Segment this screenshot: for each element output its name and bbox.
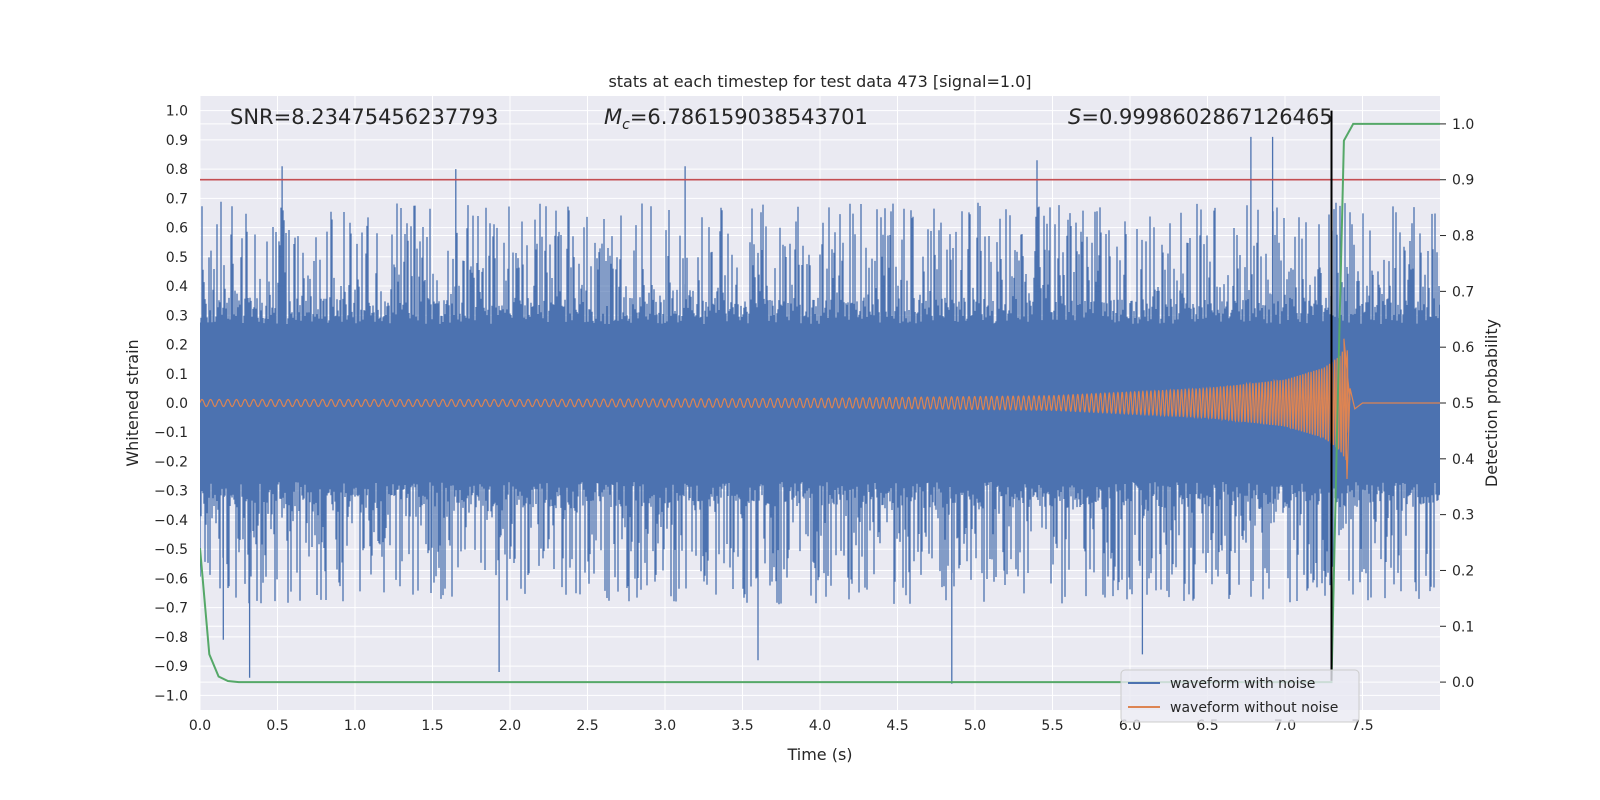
- x-tick-label: 0.5: [266, 718, 288, 734]
- y-tick-label: 0.1: [166, 367, 188, 383]
- y2-tick-label: 0.6: [1452, 340, 1474, 356]
- y2-axis-label: Detection probability: [1482, 319, 1501, 487]
- y2-tick-label: 0.2: [1452, 563, 1474, 579]
- x-tick-label: 4.5: [886, 718, 908, 734]
- y-tick-label: 0.0: [166, 396, 188, 412]
- y-tick-label: −0.8: [154, 630, 188, 646]
- x-tick-label: 1.5: [421, 718, 443, 734]
- y-axis-label: Whitened strain: [123, 339, 142, 466]
- legend-box: [1120, 669, 1360, 723]
- legend-label-clean: waveform without noise: [1170, 700, 1338, 716]
- y-tick-label: −0.9: [154, 659, 188, 675]
- y-tick-label: −0.1: [154, 425, 188, 441]
- y-tick-label: −0.3: [154, 484, 188, 500]
- y-tick-label: 0.4: [166, 279, 188, 295]
- y2-tick-label: 0.9: [1452, 173, 1474, 189]
- x-tick-label: 4.0: [809, 718, 831, 734]
- y2-tick-label: 1.0: [1452, 117, 1474, 133]
- y-tick-label: 0.6: [166, 221, 188, 237]
- chirp-mass-subscript: c: [622, 117, 630, 133]
- y-tick-label: −0.4: [154, 513, 188, 529]
- y2-tick-label: 0.0: [1452, 675, 1474, 691]
- x-tick-label: 5.0: [964, 718, 986, 734]
- y-tick-label: −1.0: [154, 688, 188, 704]
- ticks: 0.0 0.5 1.0 1.5 2.0 2.5 3.0 3.5 4.0 4.5 5.0 5.5 6.0 6…: [154, 104, 1474, 734]
- legend: waveform with noise waveform without noi…: [1120, 669, 1360, 723]
- x-tick-label: 2.0: [499, 718, 521, 734]
- series-detection-probability: [200, 122, 1440, 684]
- y2-tick-label: 0.7: [1452, 284, 1474, 300]
- y2-tick-label: 0.1: [1452, 619, 1474, 635]
- series-waveform-with-noise: [200, 136, 1440, 684]
- chart-title: stats at each timestep for test data 473…: [608, 72, 1031, 91]
- snr-annotation: SNR=8.23475456237793: [230, 105, 498, 129]
- y2-tick-label: 0.4: [1452, 452, 1474, 468]
- y-tick-label: 0.7: [166, 191, 188, 207]
- y-tick-label: 0.5: [166, 250, 188, 266]
- y-tick-label: −0.7: [154, 601, 188, 617]
- x-tick-label: 0.0: [189, 718, 211, 734]
- score-value: =0.9998602867126465: [1081, 105, 1332, 129]
- y-tick-label: 0.8: [166, 162, 188, 178]
- y2-tick-label: 0.5: [1452, 396, 1474, 412]
- series-layer: [200, 110, 1440, 684]
- series-waveform-without-noise: [200, 338, 1440, 480]
- y-tick-label: 0.2: [166, 338, 188, 354]
- x-tick-label: 3.0: [654, 718, 676, 734]
- legend-label-noise: waveform with noise: [1170, 676, 1315, 692]
- x-tick-label: 3.5: [731, 718, 753, 734]
- y2-tick-label: 0.3: [1452, 508, 1474, 524]
- x-tick-label: 5.5: [1041, 718, 1063, 734]
- y-tick-label: 0.3: [166, 308, 188, 324]
- y-tick-label: 1.0: [166, 104, 188, 120]
- x-tick-label: 1.0: [344, 718, 366, 734]
- y-tick-label: −0.5: [154, 542, 188, 558]
- chirp-mass-value: =6.786159038543701: [630, 105, 868, 129]
- x-axis-label: Time (s): [786, 745, 852, 764]
- score-symbol: S: [1068, 105, 1081, 129]
- score-annotation: S=0.9998602867126465: [1068, 105, 1333, 129]
- y-tick-label: −0.2: [154, 454, 188, 470]
- x-tick-label: 2.5: [576, 718, 598, 734]
- chirp-mass-symbol: M: [604, 105, 622, 129]
- chirp-mass-annotation: Mc=6.786159038543701: [604, 105, 868, 133]
- y-tick-label: 0.9: [166, 133, 188, 149]
- y-tick-label: −0.6: [154, 571, 188, 587]
- y2-tick-label: 0.8: [1452, 229, 1474, 245]
